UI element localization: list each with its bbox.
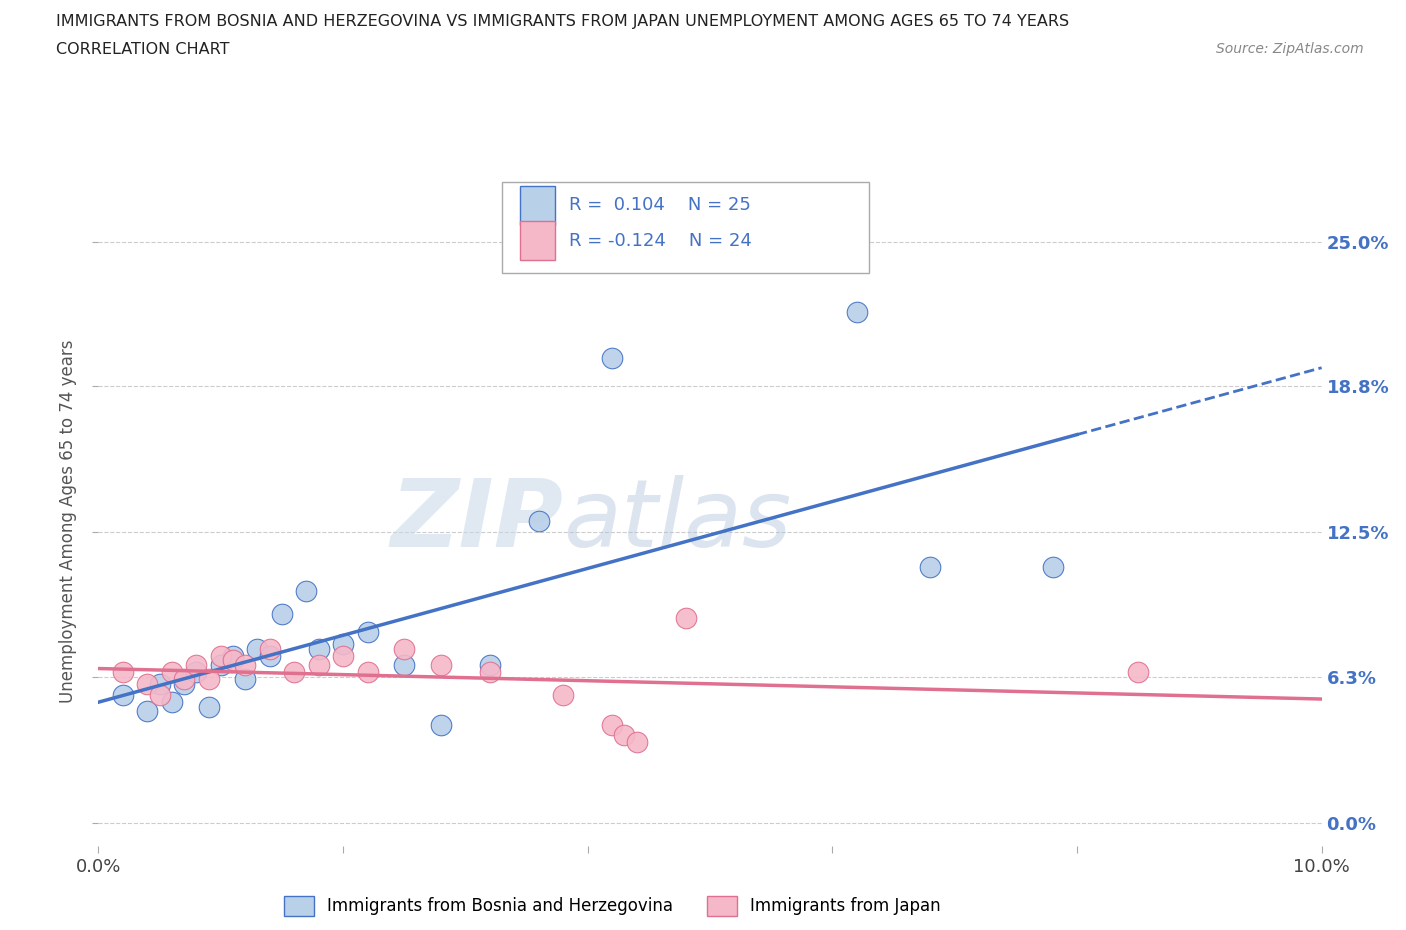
Point — [136, 676, 159, 691]
Text: CORRELATION CHART: CORRELATION CHART — [56, 42, 229, 57]
Point — [332, 637, 354, 652]
Point — [233, 671, 256, 686]
Point — [332, 648, 354, 663]
Text: atlas: atlas — [564, 475, 792, 566]
Point — [392, 658, 416, 672]
Point — [600, 351, 623, 365]
Point — [259, 642, 281, 657]
Point — [186, 658, 208, 672]
Point — [173, 671, 195, 686]
Point — [600, 718, 623, 733]
Point — [111, 665, 134, 680]
Text: IMMIGRANTS FROM BOSNIA AND HERZEGOVINA VS IMMIGRANTS FROM JAPAN UNEMPLOYMENT AMO: IMMIGRANTS FROM BOSNIA AND HERZEGOVINA V… — [56, 14, 1070, 29]
Point — [149, 676, 172, 691]
Y-axis label: Unemployment Among Ages 65 to 74 years: Unemployment Among Ages 65 to 74 years — [59, 339, 77, 702]
Point — [356, 625, 378, 640]
Text: R =  0.104    N = 25: R = 0.104 N = 25 — [569, 196, 751, 214]
Point — [222, 653, 245, 668]
Point — [613, 727, 636, 742]
Legend: Immigrants from Bosnia and Herzegovina, Immigrants from Japan: Immigrants from Bosnia and Herzegovina, … — [277, 889, 948, 923]
Text: Source: ZipAtlas.com: Source: ZipAtlas.com — [1216, 42, 1364, 56]
Point — [160, 695, 183, 710]
Point — [478, 658, 501, 672]
Point — [308, 642, 330, 657]
Point — [209, 658, 232, 672]
Bar — [520, 186, 555, 225]
Point — [111, 688, 134, 703]
Point — [430, 718, 453, 733]
Point — [920, 560, 942, 575]
Point — [149, 688, 172, 703]
Point — [478, 665, 501, 680]
Point — [1128, 665, 1150, 680]
Point — [675, 611, 697, 626]
Point — [209, 648, 232, 663]
Point — [173, 676, 195, 691]
Point — [160, 665, 183, 680]
Point — [430, 658, 453, 672]
Text: ZIP: ZIP — [391, 475, 564, 566]
Point — [246, 642, 269, 657]
Point — [259, 648, 281, 663]
Point — [356, 665, 378, 680]
Text: R = -0.124    N = 24: R = -0.124 N = 24 — [569, 232, 752, 250]
Point — [197, 671, 219, 686]
Point — [197, 699, 219, 714]
Point — [283, 665, 305, 680]
Point — [553, 688, 575, 703]
FancyBboxPatch shape — [502, 182, 869, 273]
Point — [295, 583, 318, 598]
Point — [270, 606, 292, 621]
Bar — [520, 221, 555, 260]
Point — [308, 658, 330, 672]
Point — [233, 658, 256, 672]
Point — [1042, 560, 1064, 575]
Point — [845, 304, 868, 319]
Point — [527, 513, 550, 528]
Point — [626, 735, 648, 750]
Point — [136, 704, 159, 719]
Point — [392, 642, 416, 657]
Point — [186, 665, 208, 680]
Point — [222, 648, 245, 663]
